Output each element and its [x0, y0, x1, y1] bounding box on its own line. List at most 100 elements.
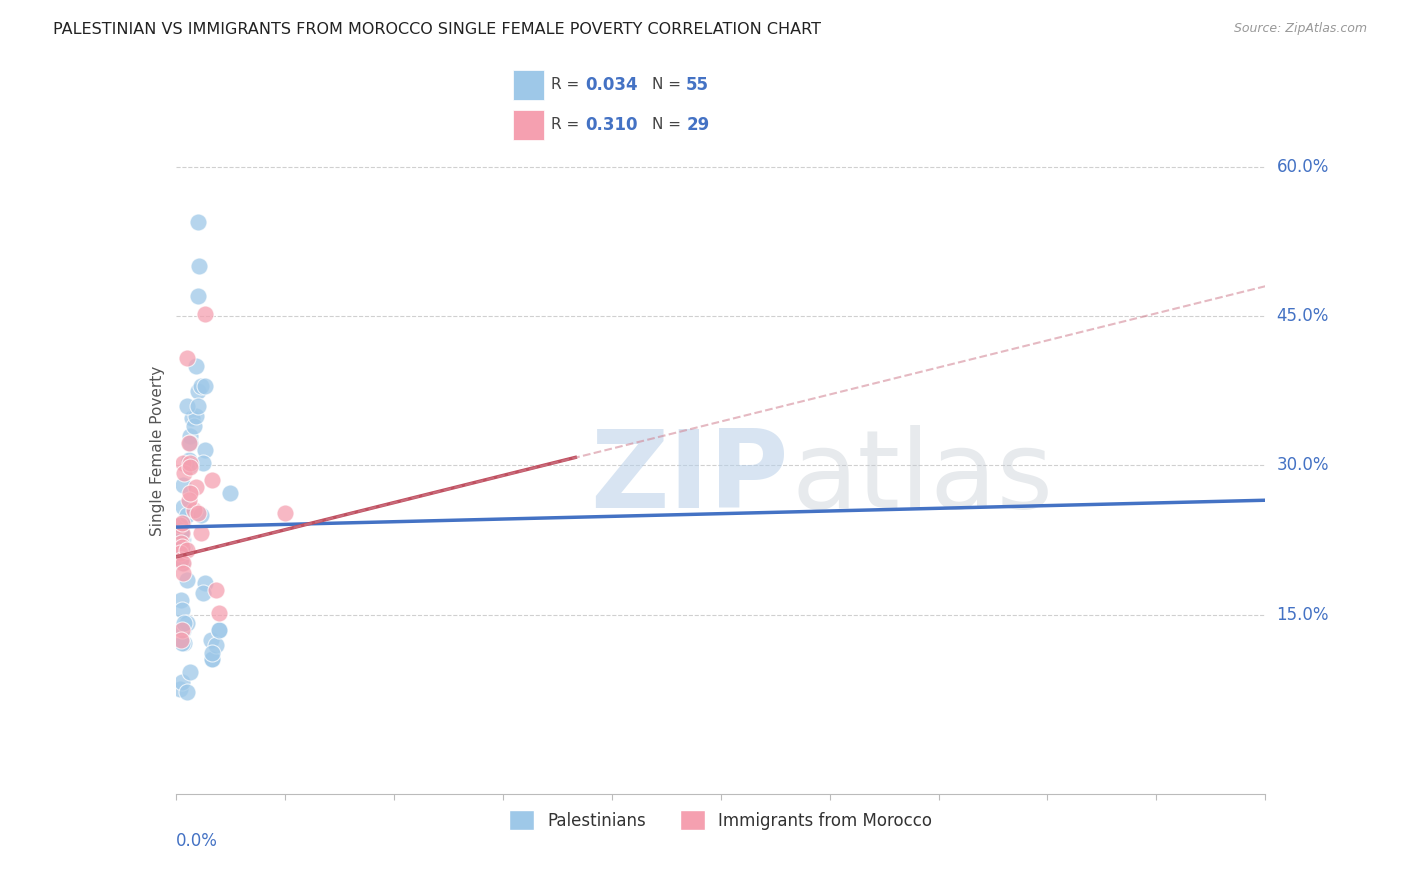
Palestinians	[219, 486, 242, 500]
Palestinians	[172, 533, 194, 547]
Palestinians	[170, 528, 193, 542]
Immigrants from Morocco	[194, 307, 217, 321]
Palestinians	[186, 384, 209, 398]
Text: 60.0%: 60.0%	[1277, 158, 1329, 176]
Text: R =: R =	[551, 78, 585, 92]
Immigrants from Morocco	[172, 556, 194, 570]
Immigrants from Morocco	[186, 506, 209, 520]
Palestinians	[173, 635, 195, 649]
Immigrants from Morocco	[208, 606, 231, 620]
Palestinians	[169, 553, 191, 567]
Text: 29: 29	[686, 116, 710, 134]
Immigrants from Morocco	[204, 582, 226, 597]
Text: N =: N =	[652, 118, 686, 132]
Immigrants from Morocco	[190, 526, 212, 541]
Immigrants from Morocco	[177, 493, 200, 508]
Palestinians	[170, 675, 193, 690]
Palestinians	[176, 399, 198, 413]
Legend: Palestinians, Immigrants from Morocco: Palestinians, Immigrants from Morocco	[502, 804, 939, 837]
Palestinians	[179, 428, 201, 442]
Immigrants from Morocco	[183, 503, 205, 517]
Immigrants from Morocco	[179, 460, 201, 475]
Palestinians	[204, 638, 226, 652]
Palestinians	[190, 378, 212, 392]
Immigrants from Morocco	[274, 506, 297, 520]
Palestinians	[172, 556, 194, 570]
Immigrants from Morocco	[172, 566, 194, 580]
Palestinians	[201, 652, 224, 666]
Text: 0.310: 0.310	[585, 116, 637, 134]
Palestinians	[194, 575, 217, 590]
Palestinians	[194, 443, 217, 458]
Immigrants from Morocco	[179, 486, 201, 500]
Immigrants from Morocco	[173, 467, 195, 481]
Text: N =: N =	[652, 78, 686, 92]
Palestinians	[170, 635, 193, 649]
Text: 15.0%: 15.0%	[1277, 606, 1329, 624]
Palestinians	[173, 615, 195, 630]
Palestinians	[170, 533, 193, 547]
Immigrants from Morocco	[179, 457, 201, 471]
Palestinians	[170, 592, 193, 607]
Palestinians	[201, 646, 224, 660]
Immigrants from Morocco	[184, 480, 207, 494]
Palestinians	[208, 623, 231, 637]
Immigrants from Morocco	[169, 518, 191, 533]
Text: 45.0%: 45.0%	[1277, 307, 1329, 325]
Palestinians	[169, 682, 191, 697]
Text: 0.0%: 0.0%	[176, 831, 218, 850]
Palestinians	[183, 418, 205, 433]
Text: 0.034: 0.034	[585, 76, 637, 94]
Immigrants from Morocco	[172, 526, 194, 541]
Palestinians	[172, 623, 194, 637]
Immigrants from Morocco	[170, 623, 193, 637]
FancyBboxPatch shape	[513, 70, 544, 100]
Palestinians	[208, 623, 231, 637]
Text: atlas: atlas	[792, 425, 1053, 531]
Palestinians	[188, 260, 211, 274]
Text: ZIP: ZIP	[591, 425, 789, 531]
Palestinians	[180, 410, 202, 425]
Immigrants from Morocco	[170, 553, 193, 567]
Immigrants from Morocco	[170, 516, 193, 530]
Palestinians	[201, 652, 224, 666]
Text: PALESTINIAN VS IMMIGRANTS FROM MOROCCO SINGLE FEMALE POVERTY CORRELATION CHART: PALESTINIAN VS IMMIGRANTS FROM MOROCCO S…	[53, 22, 821, 37]
Palestinians	[179, 665, 201, 680]
Immigrants from Morocco	[169, 546, 191, 560]
Palestinians	[173, 540, 195, 554]
Palestinians	[176, 685, 198, 699]
Palestinians	[172, 500, 194, 515]
Palestinians	[179, 458, 201, 473]
Immigrants from Morocco	[176, 351, 198, 365]
Palestinians	[186, 214, 209, 228]
Palestinians	[190, 508, 212, 523]
Palestinians	[186, 289, 209, 303]
Palestinians	[194, 378, 217, 392]
Y-axis label: Single Female Poverty: Single Female Poverty	[149, 366, 165, 535]
Immigrants from Morocco	[170, 540, 193, 554]
Palestinians	[172, 603, 194, 617]
Palestinians	[184, 409, 207, 423]
Palestinians	[170, 541, 193, 556]
Immigrants from Morocco	[170, 632, 193, 647]
Palestinians	[179, 436, 201, 450]
Palestinians	[176, 573, 198, 587]
Palestinians	[200, 632, 222, 647]
Palestinians	[184, 359, 207, 373]
Text: R =: R =	[551, 118, 585, 132]
Palestinians	[172, 478, 194, 492]
Palestinians	[172, 515, 194, 529]
Palestinians	[170, 526, 193, 541]
Immigrants from Morocco	[177, 436, 200, 450]
Immigrants from Morocco	[170, 536, 193, 550]
Immigrants from Morocco	[176, 543, 198, 558]
Palestinians	[169, 518, 191, 533]
Text: Source: ZipAtlas.com: Source: ZipAtlas.com	[1233, 22, 1367, 36]
Immigrants from Morocco	[201, 473, 224, 487]
Palestinians	[193, 457, 215, 471]
Immigrants from Morocco	[172, 457, 194, 471]
FancyBboxPatch shape	[513, 110, 544, 140]
Palestinians	[172, 538, 194, 552]
Palestinians	[193, 586, 215, 600]
Text: 30.0%: 30.0%	[1277, 457, 1329, 475]
